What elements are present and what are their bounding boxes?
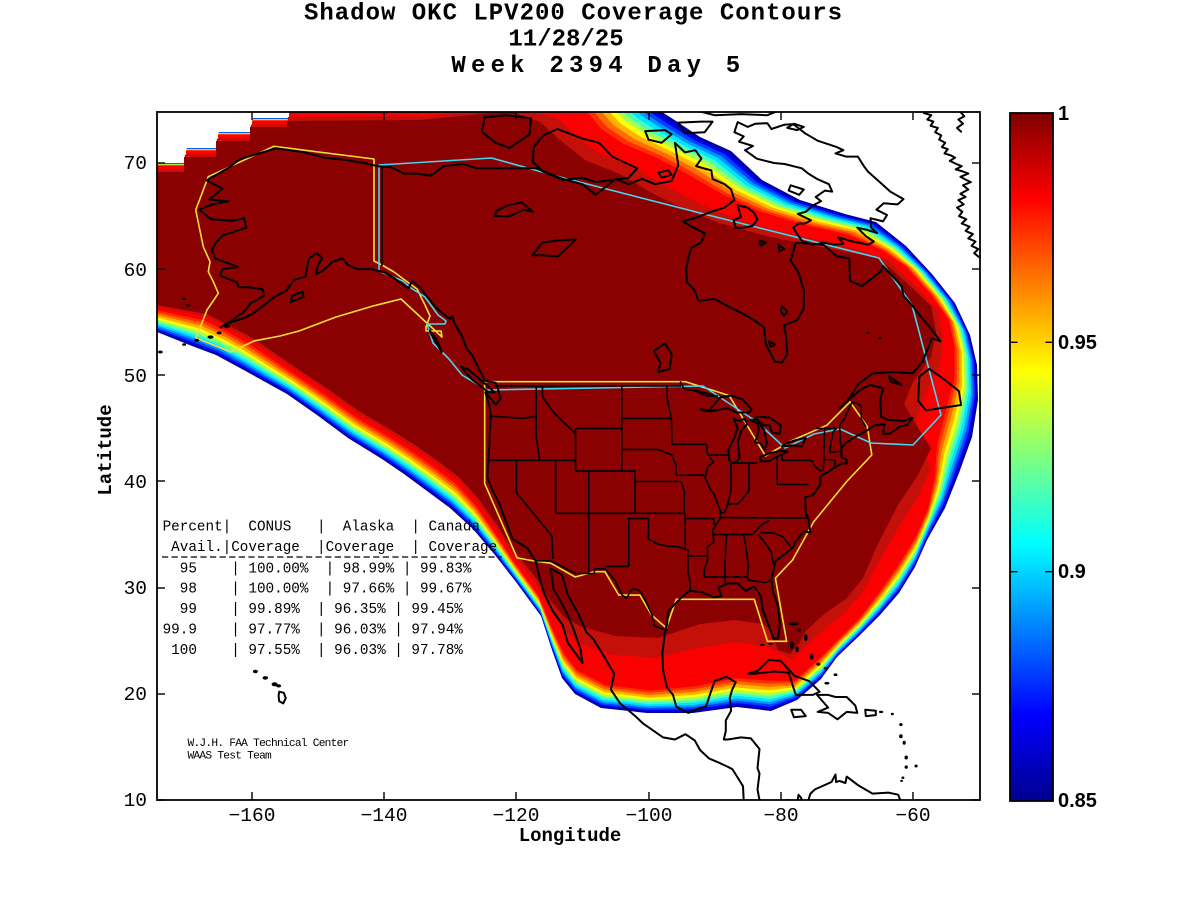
svg-text:Percent| CONUS | Alaska |: Percent| CONUS | Alaska | Canada: [163, 520, 481, 536]
svg-text:0.95: 0.95: [1058, 332, 1097, 354]
svg-text:−100: −100: [626, 805, 673, 827]
svg-text:40: 40: [124, 472, 147, 494]
svg-text:50: 50: [124, 366, 147, 388]
svg-text:10: 10: [124, 790, 147, 812]
svg-text:99 | 99.89% | 96.35% | 99.: 99 | 99.89% | 96.35% | 99.45%: [163, 602, 464, 618]
svg-text:Latitude: Latitude: [95, 404, 117, 495]
svg-text:0.9: 0.9: [1058, 561, 1086, 583]
svg-text:99.9 | 97.77% | 96.03% | 9: 99.9 | 97.77% | 96.03% | 97.94%: [163, 623, 464, 639]
svg-text:11/28/25: 11/28/25: [508, 27, 623, 54]
svg-text:Week 2394 Day 5: Week 2394 Day 5: [451, 53, 745, 80]
svg-text:W.J.H. FAA Technical Center: W.J.H. FAA Technical Center: [188, 738, 349, 750]
svg-text:60: 60: [124, 260, 147, 282]
svg-text:95 | 100.00% | 98.99% | 99: 95 | 100.00% | 98.99% | 99.83%: [163, 561, 472, 577]
svg-text:−80: −80: [763, 805, 798, 827]
svg-text:0.85: 0.85: [1058, 790, 1097, 812]
svg-text:Longitude: Longitude: [519, 825, 622, 847]
svg-text:20: 20: [124, 684, 147, 706]
svg-text:−120: −120: [493, 805, 540, 827]
svg-text:70: 70: [124, 153, 147, 175]
svg-text:Shadow OKC LPV200 Coverage Con: Shadow OKC LPV200 Coverage Contours: [304, 1, 843, 28]
svg-text:100 | 97.55% | 96.03% | 97: 100 | 97.55% | 96.03% | 97.78%: [163, 643, 464, 659]
svg-text:1: 1: [1058, 103, 1069, 125]
svg-text:−160: −160: [229, 805, 276, 827]
svg-text:98 | 100.00% | 97.66% | 99: 98 | 100.00% | 97.66% | 99.67%: [163, 582, 472, 598]
svg-text:−140: −140: [361, 805, 408, 827]
svg-text:Avail.|Coverage |Coverage |: Avail.|Coverage |Coverage | Coverage: [163, 540, 498, 556]
svg-text:−60: −60: [895, 805, 930, 827]
svg-text:WAAS Test Team: WAAS Test Team: [188, 751, 273, 763]
svg-text:30: 30: [124, 578, 147, 600]
